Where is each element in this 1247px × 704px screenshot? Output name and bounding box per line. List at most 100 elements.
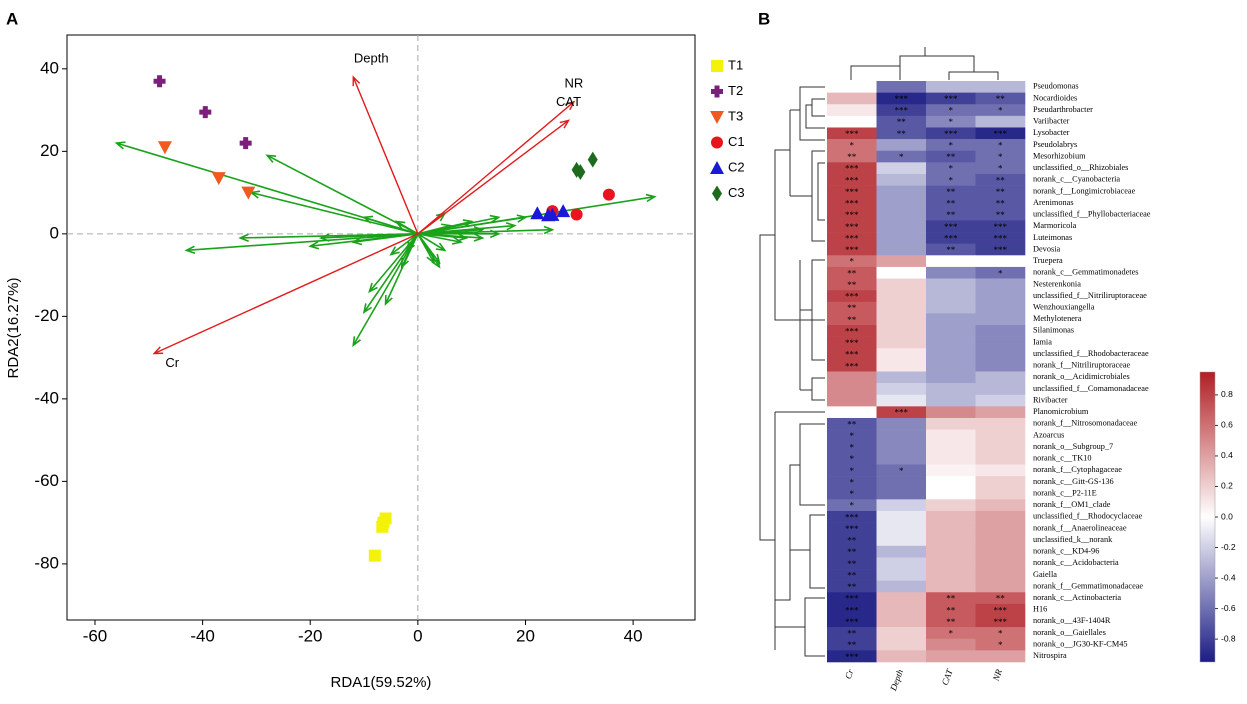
row-label: unclassified_f__Rhodobacteraceae — [1033, 349, 1149, 358]
heatmap-cell — [975, 371, 1026, 384]
significance-label: ** — [996, 94, 1006, 104]
arrow-shaft — [352, 233, 419, 346]
row-label: Marmoricola — [1033, 221, 1077, 230]
heatmap-cell — [827, 81, 877, 93]
y-tick-label: -80 — [34, 553, 59, 572]
heatmap-cell — [876, 627, 927, 640]
heatmap-cell — [975, 232, 1026, 244]
dendrogram-branch — [790, 86, 825, 141]
heatmap-cell — [975, 615, 1026, 628]
significance-label: ** — [847, 419, 857, 429]
colorbar — [1199, 371, 1216, 663]
significance-label: ** — [847, 303, 857, 313]
significance-label: * — [998, 268, 1003, 278]
arrow-head — [565, 100, 576, 111]
heatmap-cell — [926, 81, 976, 93]
heatmap-cell — [827, 348, 877, 361]
point — [570, 208, 583, 221]
plot-frame — [66, 34, 696, 621]
heatmap-cell — [827, 150, 877, 163]
row-label: norank_o__Gaiellales — [1033, 628, 1106, 637]
point — [575, 163, 586, 180]
significance-label: *** — [994, 605, 1008, 615]
heatmap-cell — [876, 534, 927, 547]
heatmap-cell — [926, 592, 976, 605]
heatmap-cell — [975, 534, 1026, 547]
env-label: Cr — [165, 355, 179, 370]
heatmap-cell — [827, 510, 877, 523]
heatmap-cell — [926, 325, 976, 337]
row-label: norank_o__JG30-KF-CM45 — [1033, 639, 1128, 648]
arrow-head — [457, 233, 469, 242]
arrow-shaft — [417, 224, 451, 235]
heatmap-cell — [975, 627, 1026, 640]
row-label: norank_c__Actinobacteria — [1033, 593, 1121, 602]
heatmap-cell — [827, 255, 877, 268]
heatmap-cell — [926, 394, 976, 407]
heatmap-cell — [876, 383, 927, 396]
row-label: unclassified_o__Rhizobiales — [1033, 163, 1128, 172]
row-label: Lysobacter — [1033, 128, 1070, 137]
significance-label: ** — [847, 629, 857, 639]
heatmap-cell — [827, 278, 877, 291]
heatmap-cell — [975, 185, 1026, 198]
row-label: norank_o__Subgroup_7 — [1033, 442, 1113, 451]
x-tick-label: -60 — [83, 626, 108, 645]
x-tick-label: -20 — [298, 626, 323, 645]
legend-label: C3 — [728, 185, 745, 200]
legend-label: T2 — [728, 83, 743, 98]
significance-label: ** — [946, 199, 956, 209]
heatmap-cell — [876, 139, 927, 152]
arrow-shaft — [368, 233, 419, 293]
heatmap-cell — [827, 290, 877, 303]
heatmap-cell — [975, 499, 1026, 512]
significance-label: * — [850, 443, 855, 453]
heatmap-cell — [876, 208, 927, 221]
heatmap-cell — [975, 150, 1026, 163]
arrow-shaft — [320, 233, 418, 239]
heatmap-cell — [876, 104, 927, 117]
legend-marker — [711, 85, 723, 98]
dendrogram-branch — [775, 411, 825, 601]
point — [530, 206, 545, 220]
significance-label: * — [850, 454, 855, 464]
heatmap-cell — [926, 185, 976, 198]
x-tick-label: 20 — [516, 626, 535, 645]
heatmap-cell — [926, 127, 976, 140]
heatmap-cell — [876, 510, 927, 523]
row-dendrogram — [759, 86, 825, 657]
heatmap-cell — [926, 510, 976, 523]
y-tick-label: 20 — [40, 141, 59, 160]
heatmap-cell — [876, 127, 927, 140]
significance-label: * — [850, 489, 855, 499]
heatmap-cell — [876, 278, 927, 291]
heatmap-cell — [926, 615, 976, 628]
row-label: norank_f__OM1_clade — [1033, 500, 1111, 509]
significance-label: * — [998, 629, 1003, 639]
y-tick-label: 40 — [40, 58, 59, 77]
significance-label: *** — [845, 605, 859, 615]
arrow-head — [462, 219, 474, 228]
heatmap-cell — [975, 197, 1026, 210]
arrow-head — [489, 214, 501, 224]
arrow-shaft — [417, 216, 526, 235]
heatmap-cell — [827, 243, 877, 256]
significance-label: *** — [845, 164, 859, 174]
legend-label: T1 — [728, 57, 743, 72]
significance-label: *** — [994, 129, 1008, 139]
y-axis-label: RDA2(16.27%) — [5, 278, 22, 379]
significance-label: *** — [895, 106, 909, 116]
arrow-shaft — [250, 191, 419, 235]
significance-label: *** — [944, 94, 958, 104]
panel-label: A — [6, 9, 18, 28]
row-label: Nitrospira — [1033, 651, 1067, 660]
heatmap-cell — [876, 557, 927, 570]
heatmap-cell — [926, 92, 976, 105]
significance-label: *** — [845, 594, 859, 604]
heatmap-cell — [926, 452, 976, 465]
significance-label: * — [998, 140, 1003, 150]
heatmap-cell — [876, 441, 927, 454]
heatmap-cell — [975, 92, 1026, 105]
heatmap-cell — [827, 522, 877, 535]
